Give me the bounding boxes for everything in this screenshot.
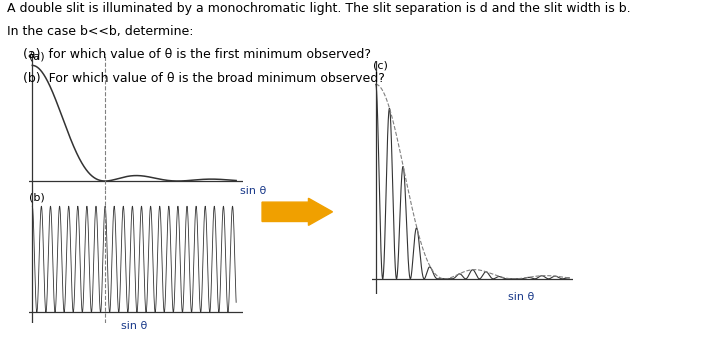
FancyArrow shape xyxy=(262,198,332,225)
Text: In the case b<<b, determine:: In the case b<<b, determine: xyxy=(7,25,193,38)
Text: (b)  For which value of θ is the broad minimum observed?: (b) For which value of θ is the broad mi… xyxy=(7,72,385,85)
Text: (a): (a) xyxy=(29,52,45,62)
Text: (c): (c) xyxy=(373,61,388,71)
Text: sin θ: sin θ xyxy=(508,293,534,302)
Text: sin θ: sin θ xyxy=(240,186,266,196)
Text: (b): (b) xyxy=(29,193,45,203)
Text: (a)  for which value of θ is the first minimum observed?: (a) for which value of θ is the first mi… xyxy=(7,48,371,61)
Text: A double slit is illuminated by a monochromatic light. The slit separation is d : A double slit is illuminated by a monoch… xyxy=(7,2,631,15)
Text: sin θ: sin θ xyxy=(121,321,147,331)
